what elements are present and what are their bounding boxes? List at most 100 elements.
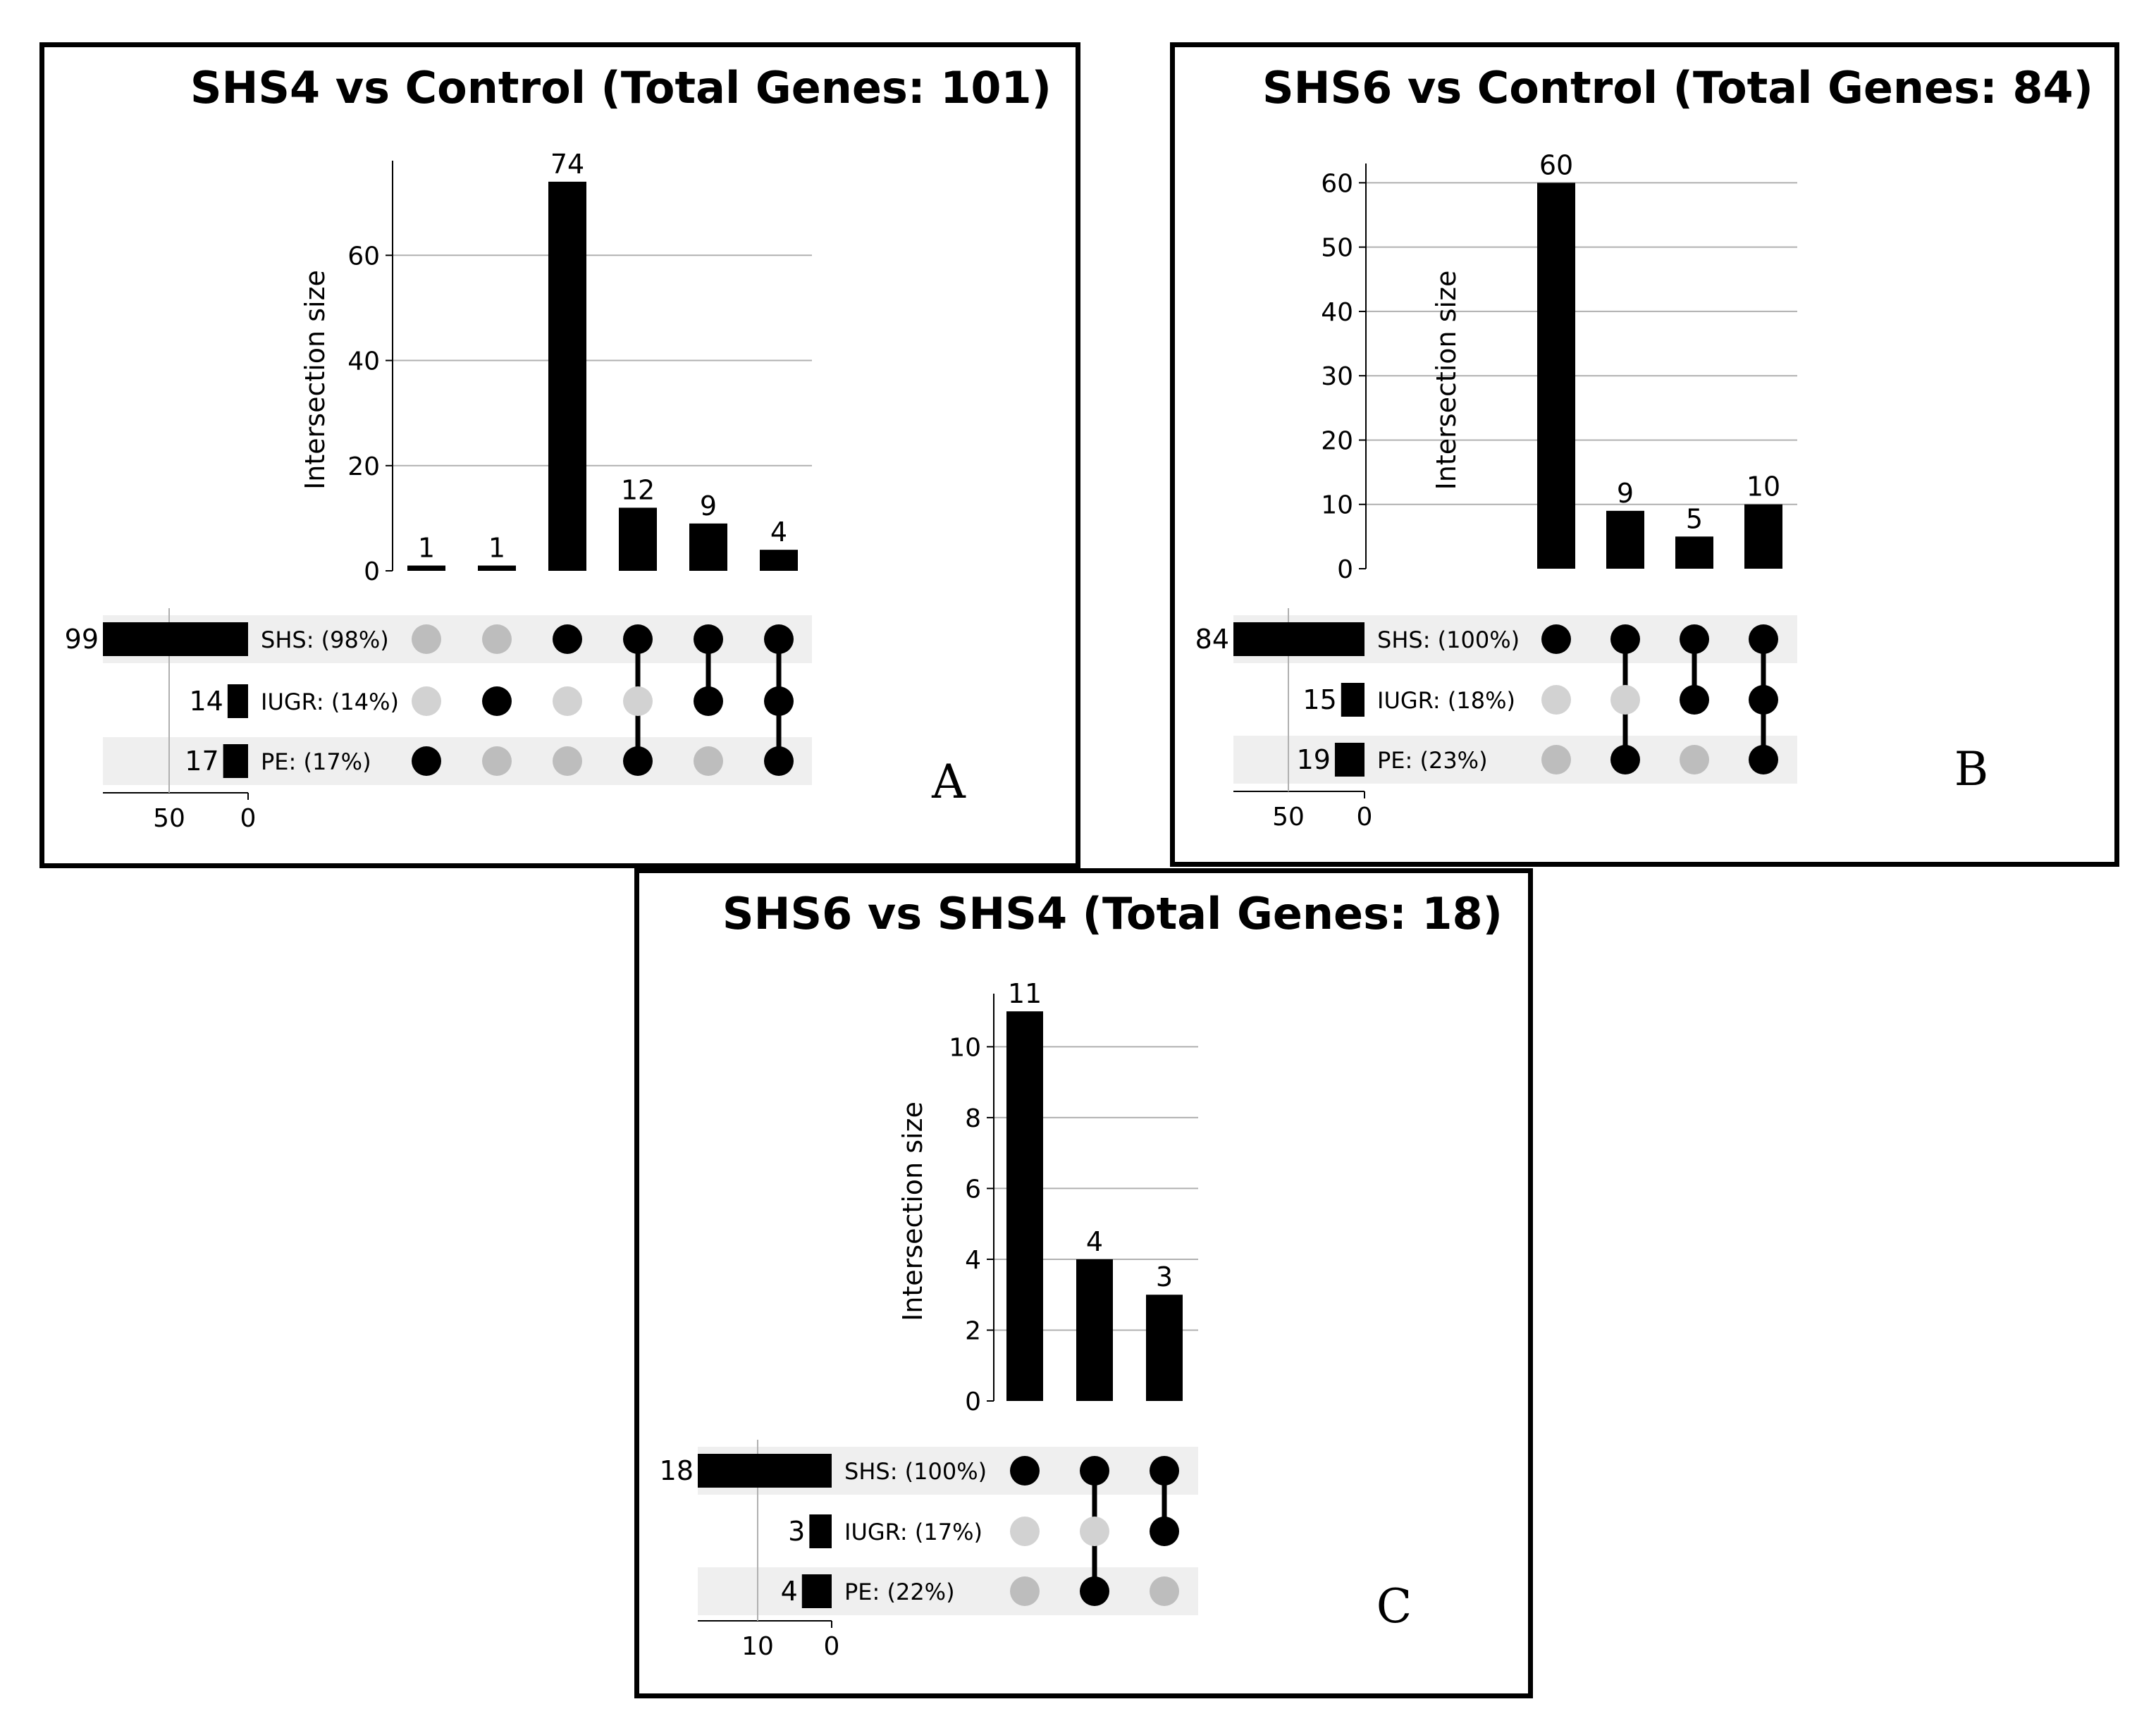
panel-b-frame xyxy=(1170,42,2119,867)
panel-a-dot-6-shs xyxy=(764,624,794,654)
panel-a-dot-6-pe xyxy=(764,746,794,776)
panel-a-dot-1-shs xyxy=(412,624,441,654)
panel-c-intersection-bar-1 xyxy=(1006,1011,1043,1401)
panel-b-set-bar-pe xyxy=(1334,743,1365,777)
panel-a-set-size-label-pe: 17 xyxy=(185,746,218,777)
panel-a-dot-5-shs xyxy=(694,624,723,654)
panel-a-dot-2-shs xyxy=(482,624,512,654)
panel-a-dot-5-pe xyxy=(694,746,723,776)
panel-c-intersection-label-2: 4 xyxy=(1086,1226,1103,1257)
panel-b-dot-3-iugr xyxy=(1680,685,1709,715)
panel-b-intersection-bar-3 xyxy=(1675,536,1713,569)
panel-a-set-bar-pe xyxy=(223,744,248,778)
panel-c-set-size-label-iugr: 3 xyxy=(788,1516,805,1547)
panel-b-intersection-bar-2 xyxy=(1606,510,1644,569)
panel-b-intersection-label-4: 10 xyxy=(1747,471,1780,502)
panel-c-intersection-bar-3 xyxy=(1146,1295,1183,1401)
panel-a-intersection-bar-4 xyxy=(619,507,657,571)
panel-b-set-name-iugr: IUGR: (18%) xyxy=(1377,687,1515,714)
panel-a-dot-4-iugr xyxy=(623,686,653,716)
panel-b-set-size-tick-50: 50 xyxy=(1272,803,1305,832)
panel-a-y-axis-title: Intersection size xyxy=(300,270,331,490)
panel-b-letter: B xyxy=(1954,742,1989,796)
panel-b-set-size-label-iugr: 15 xyxy=(1302,684,1336,715)
panel-b-ytick-label-30: 30 xyxy=(1321,362,1353,391)
panel-b-set-size-label-shs: 84 xyxy=(1195,624,1229,655)
panel-a-set-name-iugr: IUGR: (14%) xyxy=(261,689,399,715)
panel-a-intersection-bar-5 xyxy=(689,523,727,571)
panel-a-dot-4-shs xyxy=(623,624,653,654)
panel-a-intersection-label-6: 4 xyxy=(770,517,787,548)
panel-c-set-size-tick-0: 0 xyxy=(824,1632,840,1661)
panel-a-dot-5-iugr xyxy=(694,686,723,716)
panel-c-intersection-bar-2 xyxy=(1076,1259,1113,1401)
panel-b-ytick-label-40: 40 xyxy=(1321,298,1353,327)
panel-b-title: SHS6 vs Control (Total Genes: 84) xyxy=(1262,62,2093,113)
panel-a-intersection-bar-2 xyxy=(478,565,516,571)
panel-a-intersection-label-3: 74 xyxy=(550,149,584,180)
panel-a-set-bar-iugr xyxy=(227,684,248,718)
panel-c-dot-1-pe xyxy=(1010,1576,1040,1606)
panel-b-dot-2-pe xyxy=(1610,745,1640,774)
panel-b-set-name-pe: PE: (23%) xyxy=(1377,747,1488,774)
panel-a-intersection-bar-3 xyxy=(548,181,586,571)
panel-c-set-size-label-shs: 18 xyxy=(660,1455,694,1486)
panel-b-dot-1-iugr xyxy=(1541,685,1571,715)
panel-a-intersection-label-4: 12 xyxy=(621,474,655,505)
panel-a-title: SHS4 vs Control (Total Genes: 101) xyxy=(190,62,1052,113)
panel-c-ytick-label-4: 4 xyxy=(965,1246,981,1275)
panel-c-dot-1-iugr xyxy=(1010,1517,1040,1546)
panel-b-intersection-label-1: 60 xyxy=(1539,149,1573,180)
panel-c-set-bar-shs xyxy=(698,1454,832,1488)
panel-c-set-bar-pe xyxy=(801,1574,832,1608)
panel-a-set-size-tick-0: 0 xyxy=(240,804,257,833)
panel-c-title: SHS6 vs SHS4 (Total Genes: 18) xyxy=(722,888,1503,939)
panel-b-set-bar-iugr xyxy=(1341,683,1365,717)
panel-c-dot-2-iugr xyxy=(1080,1517,1109,1546)
panel-c-dot-2-pe xyxy=(1080,1576,1109,1606)
panel-a-dot-1-iugr xyxy=(412,686,441,716)
panel-a-dot-1-pe xyxy=(412,746,441,776)
panel-c-dot-3-pe xyxy=(1150,1576,1179,1606)
panel-b-dot-3-shs xyxy=(1680,624,1709,654)
panel-c-set-name-pe: PE: (22%) xyxy=(844,1579,955,1605)
panel-b-set-size-label-pe: 19 xyxy=(1297,744,1331,775)
panel-a-ytick-label-0: 0 xyxy=(364,557,380,586)
panel-c-ytick-label-8: 8 xyxy=(965,1104,981,1133)
panel-c-dot-3-shs xyxy=(1150,1456,1179,1486)
panel-a-dot-3-pe xyxy=(553,746,582,776)
panel-c-set-size-tick-10: 10 xyxy=(741,1632,774,1661)
panel-b-dot-4-pe xyxy=(1749,745,1778,774)
panel-b-dot-2-iugr xyxy=(1610,685,1640,715)
panel-a-dot-2-pe xyxy=(482,746,512,776)
panel-c-intersection-label-3: 3 xyxy=(1156,1261,1173,1292)
panel-b-set-bar-shs xyxy=(1233,622,1365,656)
panel-c-ytick-label-6: 6 xyxy=(965,1175,981,1204)
panel-b-dot-4-iugr xyxy=(1749,685,1778,715)
panel-c-set-name-iugr: IUGR: (17%) xyxy=(844,1519,982,1545)
panel-a-ytick-label-60: 60 xyxy=(347,242,380,271)
panel-a-dot-2-iugr xyxy=(482,686,512,716)
panel-a-ytick-label-20: 20 xyxy=(347,452,380,481)
panel-a-intersection-label-1: 1 xyxy=(418,533,435,564)
panel-b-ytick-label-50: 50 xyxy=(1321,234,1353,263)
panel-b-ytick-label-60: 60 xyxy=(1321,169,1353,198)
panel-b-ytick-label-20: 20 xyxy=(1321,426,1353,455)
panel-c-intersection-label-1: 11 xyxy=(1008,978,1042,1009)
panel-c-dot-1-shs xyxy=(1010,1456,1040,1486)
panel-c-plot: 0 2 4 6 8 10 Intersection size 10 0 18 SHS: (100%)… xyxy=(660,978,1198,1661)
panel-b-dot-1-shs xyxy=(1541,624,1571,654)
panel-b-intersection-bar-1 xyxy=(1537,183,1575,569)
panel-b-dot-2-shs xyxy=(1610,624,1640,654)
panel-b-y-axis-title: Intersection size xyxy=(1431,271,1462,490)
panel-a-intersection-label-5: 9 xyxy=(700,490,717,521)
panel-a-set-bar-shs xyxy=(103,622,248,656)
panel-b-ytick-label-0: 0 xyxy=(1337,555,1353,584)
panel-c-y-axis-title: Intersection size xyxy=(897,1101,928,1321)
panel-a-intersection-bar-6 xyxy=(760,550,798,571)
panel-a-dot-3-iugr xyxy=(553,686,582,716)
panel-a-set-name-pe: PE: (17%) xyxy=(261,748,371,775)
